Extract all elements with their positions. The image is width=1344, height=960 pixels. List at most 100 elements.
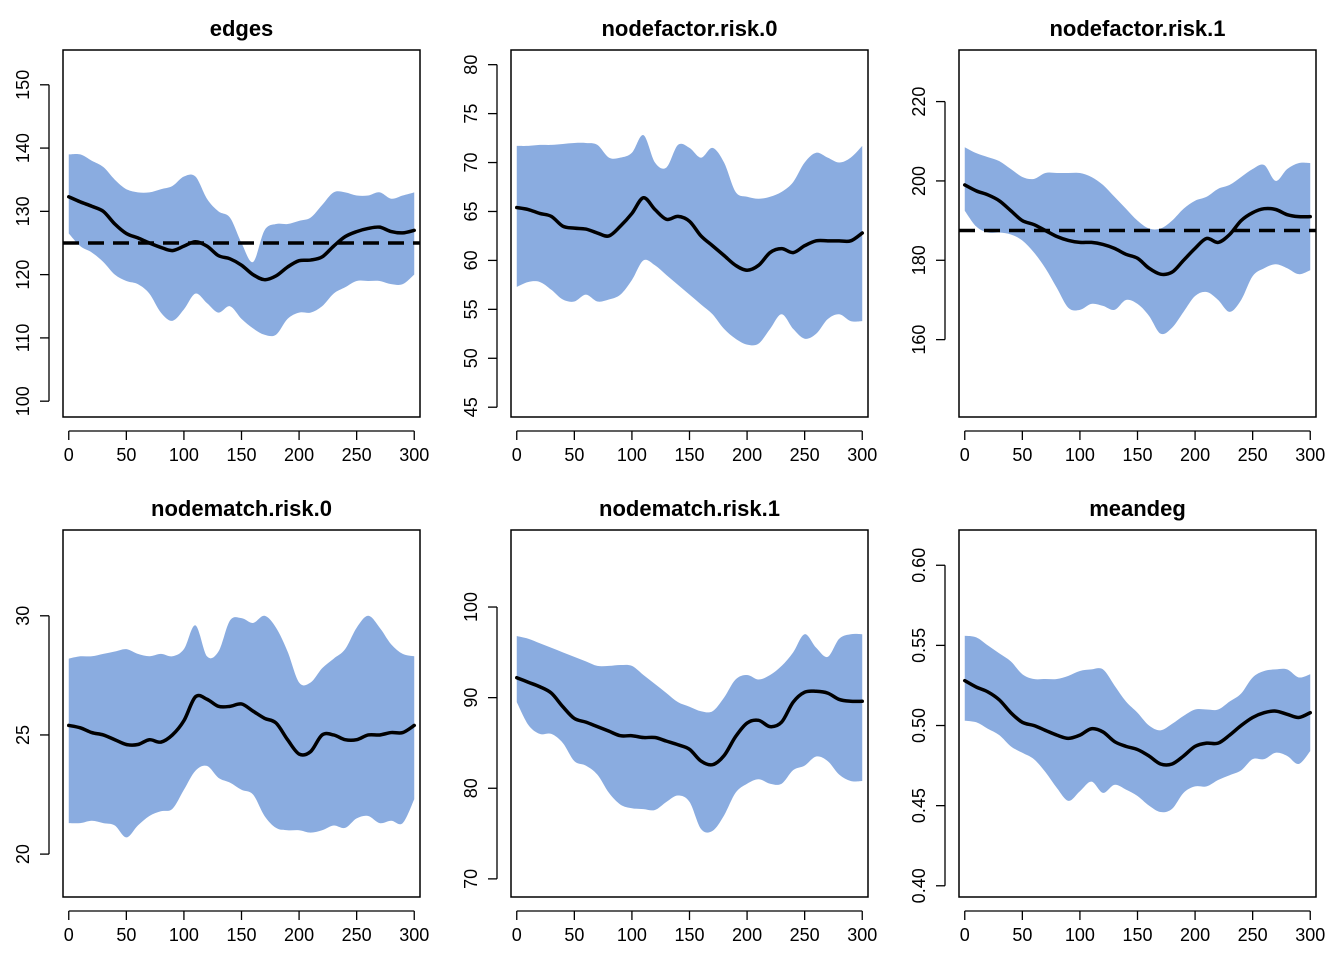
plot-frame-1 xyxy=(62,49,421,418)
x-tick-label-5: 100 xyxy=(617,925,647,945)
y-tick-label-2: 55 xyxy=(461,299,481,319)
y-tick-label-5: 80 xyxy=(461,778,481,798)
x-tick-label-3: 0 xyxy=(960,445,970,465)
x-tick-label-5: 250 xyxy=(790,925,820,945)
x-tick-label-2: 100 xyxy=(617,445,647,465)
panel-title-3: nodefactor.risk.1 xyxy=(1049,16,1225,41)
x-tick-label-3: 50 xyxy=(1012,445,1032,465)
mean-line-5 xyxy=(515,675,864,767)
y-tick-label-5: 70 xyxy=(461,869,481,889)
x-tick-label-6: 150 xyxy=(1122,925,1152,945)
y-tick-label-5: 90 xyxy=(461,688,481,708)
interval-band-3 xyxy=(964,147,1311,335)
x-tick-label-5: 150 xyxy=(674,925,704,945)
y-tick-label-2: 45 xyxy=(461,397,481,417)
y-tick-label-1: 120 xyxy=(13,260,33,290)
x-tick-label-1: 100 xyxy=(169,445,199,465)
plot-frame-4 xyxy=(62,529,421,898)
interval-band-1 xyxy=(68,153,415,337)
y-tick-label-3: 180 xyxy=(909,245,929,275)
x-tick-label-6: 0 xyxy=(960,925,970,945)
plot-frame-2 xyxy=(510,49,869,418)
x-tick-label-4: 50 xyxy=(116,925,136,945)
x-tick-label-5: 50 xyxy=(564,925,584,945)
panel-2: nodefactor.risk.0 0 50 100 150 200 250 300 45 50 5… xyxy=(461,16,877,465)
panel-title-2: nodefactor.risk.0 xyxy=(601,16,777,41)
x-tick-label-1: 150 xyxy=(226,445,256,465)
y-tick-label-1: 140 xyxy=(13,133,33,163)
x-tick-label-4: 250 xyxy=(342,925,372,945)
x-tick-label-4: 100 xyxy=(169,925,199,945)
panel-4: nodematch.risk.0 0 50 100 150 200 250 300 20 25 30 xyxy=(13,496,429,945)
mean-line-4 xyxy=(67,693,416,757)
y-tick-label-1: 100 xyxy=(13,386,33,416)
x-tick-label-3: 150 xyxy=(1122,445,1152,465)
x-tick-label-3: 250 xyxy=(1238,445,1268,465)
interval-band-6 xyxy=(964,635,1311,813)
x-tick-label-1: 300 xyxy=(399,445,429,465)
y-tick-label-4: 20 xyxy=(13,844,33,864)
x-tick-label-4: 0 xyxy=(64,925,74,945)
x-tick-label-1: 50 xyxy=(116,445,136,465)
y-tick-label-6: 0.55 xyxy=(909,628,929,663)
panel-1: edges 0 50 100 150 200 250 300 100 110 120 130 140 15… xyxy=(13,16,429,465)
y-tick-label-2: 50 xyxy=(461,348,481,368)
interval-band-2 xyxy=(516,135,863,346)
y-tick-label-3: 200 xyxy=(909,166,929,196)
interval-band-5 xyxy=(516,633,863,833)
x-tick-label-2: 250 xyxy=(790,445,820,465)
x-tick-label-5: 300 xyxy=(847,925,877,945)
plot-frame-3 xyxy=(958,49,1317,418)
y-tick-label-2: 75 xyxy=(461,104,481,124)
x-tick-label-6: 300 xyxy=(1295,925,1325,945)
mean-line-2 xyxy=(515,196,864,272)
x-tick-label-6: 100 xyxy=(1065,925,1095,945)
x-tick-label-6: 50 xyxy=(1012,925,1032,945)
x-tick-label-3: 200 xyxy=(1180,445,1210,465)
y-tick-label-5: 100 xyxy=(461,592,481,622)
x-tick-label-4: 300 xyxy=(399,925,429,945)
y-tick-label-3: 220 xyxy=(909,87,929,117)
x-tick-label-2: 50 xyxy=(564,445,584,465)
x-tick-label-6: 250 xyxy=(1238,925,1268,945)
y-tick-label-6: 0.50 xyxy=(909,708,929,743)
plot-frame-6 xyxy=(958,529,1317,898)
x-tick-label-2: 200 xyxy=(732,445,762,465)
mean-line-6 xyxy=(963,678,1312,767)
y-tick-label-6: 0.45 xyxy=(909,788,929,823)
panel-title-1: edges xyxy=(210,16,274,41)
x-tick-label-2: 150 xyxy=(674,445,704,465)
y-tick-label-2: 60 xyxy=(461,250,481,270)
y-tick-label-2: 80 xyxy=(461,55,481,75)
panel-5: nodematch.risk.1 0 50 100 150 200 250 300 70 80 90… xyxy=(461,496,877,945)
y-tick-label-2: 70 xyxy=(461,153,481,173)
x-tick-label-5: 200 xyxy=(732,925,762,945)
mean-line-1 xyxy=(67,195,416,282)
x-tick-label-4: 200 xyxy=(284,925,314,945)
x-tick-label-2: 0 xyxy=(512,445,522,465)
x-tick-label-6: 200 xyxy=(1180,925,1210,945)
y-tick-label-1: 130 xyxy=(13,196,33,226)
x-tick-label-3: 300 xyxy=(1295,445,1325,465)
y-tick-label-4: 25 xyxy=(13,725,33,745)
y-tick-label-6: 0.60 xyxy=(909,548,929,583)
x-tick-label-3: 100 xyxy=(1065,445,1095,465)
interval-band-4 xyxy=(68,615,415,838)
mean-line-3 xyxy=(963,183,1312,277)
x-tick-label-1: 0 xyxy=(64,445,74,465)
plot-frame-5 xyxy=(510,529,869,898)
x-tick-label-5: 0 xyxy=(512,925,522,945)
x-tick-label-4: 150 xyxy=(226,925,256,945)
y-tick-label-3: 160 xyxy=(909,325,929,355)
x-tick-label-1: 250 xyxy=(342,445,372,465)
x-tick-label-1: 200 xyxy=(284,445,314,465)
y-tick-label-2: 65 xyxy=(461,201,481,221)
panel-3: nodefactor.risk.1 0 50 100 150 200 250 300 160 18… xyxy=(909,16,1325,465)
panel-title-4: nodematch.risk.0 xyxy=(151,496,332,521)
panel-title-5: nodematch.risk.1 xyxy=(599,496,780,521)
y-tick-label-1: 150 xyxy=(13,70,33,100)
y-tick-label-1: 110 xyxy=(13,324,33,353)
panel-6: meandeg 0 50 100 150 200 250 300 0.40 0.45 0.50 0.5… xyxy=(909,496,1325,945)
y-tick-label-4: 30 xyxy=(13,606,33,626)
